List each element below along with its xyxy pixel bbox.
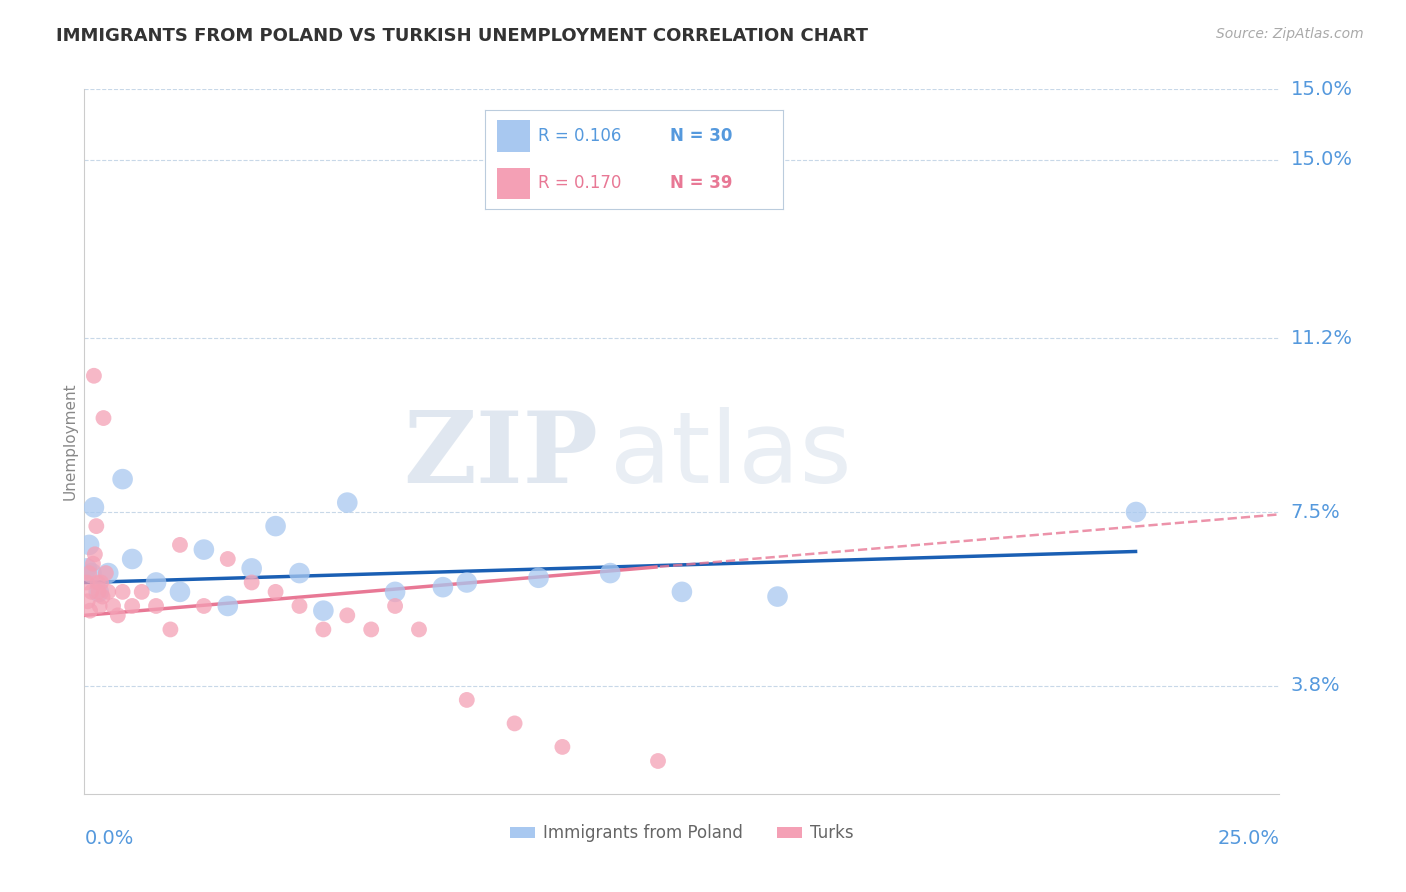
Point — [89, 599, 111, 613]
Text: 0.0%: 0.0% — [84, 830, 134, 848]
Point — [384, 599, 406, 613]
Point — [264, 519, 287, 533]
Text: Source: ZipAtlas.com: Source: ZipAtlas.com — [1216, 27, 1364, 41]
Point — [217, 552, 239, 566]
Point — [145, 575, 167, 590]
Point — [87, 585, 110, 599]
Point — [456, 693, 478, 707]
Point — [107, 608, 129, 623]
Point — [240, 575, 263, 590]
Text: 15.0%: 15.0% — [1291, 150, 1353, 169]
Point — [432, 580, 454, 594]
Point — [111, 472, 134, 486]
Point — [217, 599, 239, 613]
Text: 11.2%: 11.2% — [1291, 328, 1353, 348]
Point — [169, 585, 191, 599]
Point — [159, 623, 181, 637]
Point — [671, 585, 693, 599]
Text: 15.0%: 15.0% — [1291, 79, 1353, 99]
Point — [360, 623, 382, 637]
Point — [77, 538, 100, 552]
Point — [111, 585, 134, 599]
Point — [76, 594, 98, 608]
Point — [80, 566, 103, 580]
Point — [80, 585, 103, 599]
Point — [336, 495, 359, 509]
Point — [121, 599, 143, 613]
Text: 7.5%: 7.5% — [1291, 502, 1340, 522]
Text: 25.0%: 25.0% — [1218, 830, 1279, 848]
Point — [76, 575, 98, 590]
Point — [766, 590, 789, 604]
Point — [131, 585, 153, 599]
Point — [336, 608, 359, 623]
Point — [408, 623, 430, 637]
Point — [527, 571, 550, 585]
Point — [97, 566, 120, 580]
Point — [264, 585, 287, 599]
Point — [83, 368, 105, 383]
Y-axis label: Unemployment: Unemployment — [62, 383, 77, 500]
Text: atlas: atlas — [610, 407, 852, 504]
Point — [647, 754, 669, 768]
Point — [101, 599, 124, 613]
Point — [91, 590, 114, 604]
Point — [82, 557, 104, 571]
Legend: Immigrants from Poland, Turks: Immigrants from Poland, Turks — [503, 818, 860, 849]
Point — [169, 538, 191, 552]
Point — [83, 500, 105, 515]
Point — [145, 599, 167, 613]
Point — [77, 566, 100, 580]
Point — [83, 547, 105, 561]
Point — [456, 575, 478, 590]
Point — [288, 599, 311, 613]
Text: IMMIGRANTS FROM POLAND VS TURKISH UNEMPLOYMENT CORRELATION CHART: IMMIGRANTS FROM POLAND VS TURKISH UNEMPL… — [56, 27, 869, 45]
Point — [86, 519, 108, 533]
Point — [94, 566, 117, 580]
Point — [1125, 505, 1147, 519]
Point — [288, 566, 311, 580]
Point — [599, 566, 621, 580]
Point — [312, 604, 335, 618]
Point — [503, 716, 526, 731]
Point — [551, 739, 574, 754]
Point — [312, 623, 335, 637]
Point — [76, 561, 98, 575]
Point — [90, 575, 112, 590]
Point — [193, 599, 215, 613]
Text: ZIP: ZIP — [404, 407, 599, 504]
Point — [97, 585, 120, 599]
Text: 3.8%: 3.8% — [1291, 676, 1340, 696]
Point — [87, 585, 110, 599]
Point — [93, 411, 115, 425]
Point — [240, 561, 263, 575]
Point — [121, 552, 143, 566]
Point — [79, 604, 101, 618]
Point — [87, 575, 110, 590]
Point — [384, 585, 406, 599]
Point — [193, 542, 215, 557]
